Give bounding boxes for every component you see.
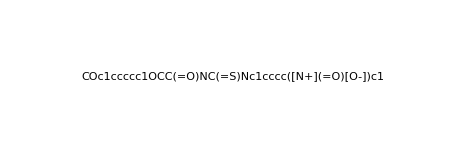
- Text: COc1ccccc1OCC(=O)NC(=S)Nc1cccc([N+](=O)[O-])c1: COc1ccccc1OCC(=O)NC(=S)Nc1cccc([N+](=O)[…: [82, 71, 384, 81]
